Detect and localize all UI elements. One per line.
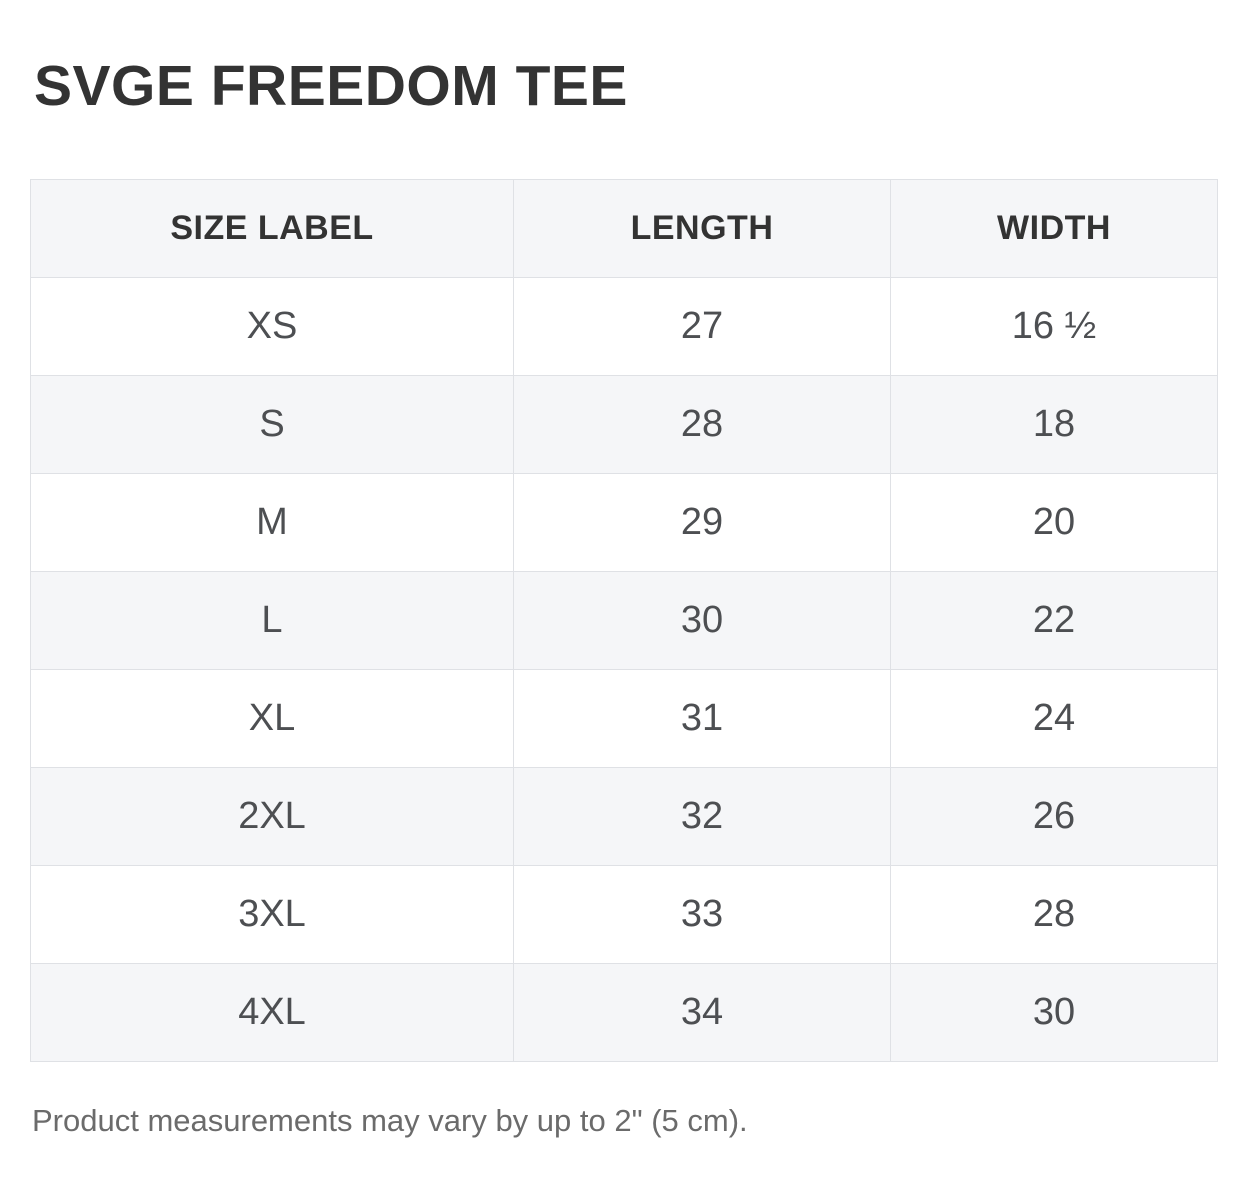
table-row: M 29 20	[30, 472, 1218, 572]
width-cell: 26	[890, 766, 1218, 866]
column-header-length: LENGTH	[513, 178, 891, 278]
length-cell: 29	[513, 472, 891, 572]
table-row: L 30 22	[30, 570, 1218, 670]
table-row: XS 27 16 ½	[30, 276, 1218, 376]
size-cell: M	[30, 472, 514, 572]
size-cell: 3XL	[30, 864, 514, 964]
size-chart-body: XS 27 16 ½ S 28 18 M 29 20 L 30 22 XL 31	[30, 276, 1218, 1062]
header-row: SIZE LABEL LENGTH WIDTH	[30, 178, 1218, 278]
width-cell: 30	[890, 962, 1218, 1062]
table-row: 2XL 32 26	[30, 766, 1218, 866]
measurement-note: Product measurements may vary by up to 2…	[32, 1102, 748, 1138]
length-cell: 34	[513, 962, 891, 1062]
size-cell: XL	[30, 668, 514, 768]
width-cell: 20	[890, 472, 1218, 572]
length-cell: 28	[513, 374, 891, 474]
size-chart-header: SIZE LABEL LENGTH WIDTH	[30, 178, 1218, 278]
table-row: XL 31 24	[30, 668, 1218, 768]
size-cell: 2XL	[30, 766, 514, 866]
width-cell: 18	[890, 374, 1218, 474]
width-cell: 16 ½	[890, 276, 1218, 376]
page-title: SVGE FREEDOM TEE	[34, 54, 628, 118]
length-cell: 31	[513, 668, 891, 768]
column-header-size-label: SIZE LABEL	[30, 178, 514, 278]
length-cell: 32	[513, 766, 891, 866]
length-cell: 33	[513, 864, 891, 964]
width-cell: 24	[890, 668, 1218, 768]
length-cell: 30	[513, 570, 891, 670]
width-cell: 28	[890, 864, 1218, 964]
table-row: 4XL 34 30	[30, 962, 1218, 1062]
size-cell: L	[30, 570, 514, 670]
size-cell: XS	[30, 276, 514, 376]
table-row: 3XL 33 28	[30, 864, 1218, 964]
length-cell: 27	[513, 276, 891, 376]
size-cell: 4XL	[30, 962, 514, 1062]
column-header-width: WIDTH	[890, 178, 1218, 278]
width-cell: 22	[890, 570, 1218, 670]
table-row: S 28 18	[30, 374, 1218, 474]
size-chart-table: SIZE LABEL LENGTH WIDTH XS 27 16 ½ S 28 …	[30, 178, 1218, 1062]
size-cell: S	[30, 374, 514, 474]
